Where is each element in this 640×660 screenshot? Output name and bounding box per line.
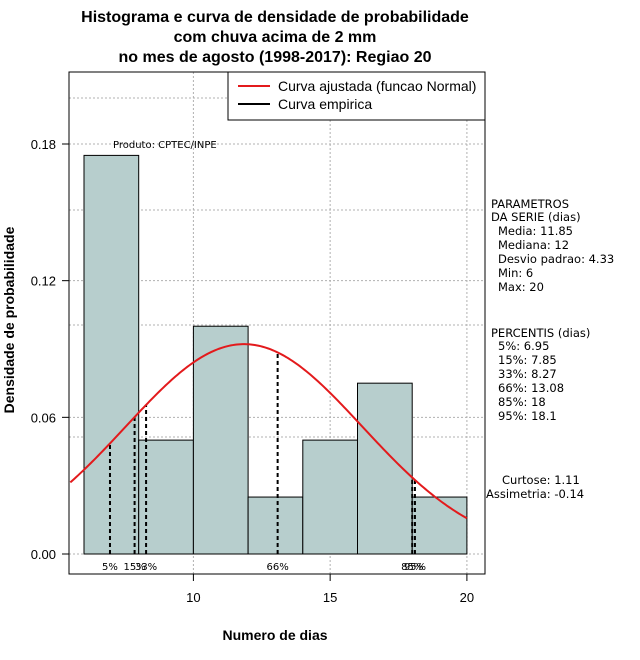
parameter-sd: Desvio padrao: 4.33 [498,252,614,266]
parameters-panel: PARAMETROS DA SERIE (dias) Media: 11.85 … [491,197,614,294]
percentile-5: 5%: 6.95 [498,339,549,353]
x-axis-title: Numero de dias [222,627,327,643]
chart-title-line-1: Histograma e curva de densidade de proba… [81,9,469,26]
percentile-tick-label: 15% [123,562,145,573]
histogram-bar [411,496,468,555]
histogram-bar [247,496,304,555]
y-tick-label: 0.12 [31,274,56,289]
y-tick-label: 0.18 [31,137,56,152]
percentile-tick-label: 85% [401,562,423,573]
percentile-66: 66%: 13.08 [498,381,564,395]
fitted-curve-layer [69,343,468,520]
percentile-tick-label: 95% [404,562,426,573]
percentile-85: 85%: 18 [498,395,546,409]
x-tick-label: 15 [323,590,337,605]
percentile-tick-label: 66% [267,562,289,573]
x-tick-label: 10 [186,590,200,605]
legend-empirical-label: Curva empirica [278,96,372,112]
parameter-median: Mediana: 12 [498,238,569,252]
percentiles-panel: PERCENTIS (dias) 5%: 6.95 15%: 7.85 33%:… [491,326,590,423]
y-tick-label: 0.00 [31,547,56,562]
parameter-mean: Media: 11.85 [498,224,573,238]
x-tick-label: 20 [460,590,474,605]
percentiles-heading: PERCENTIS (dias) [491,326,590,340]
chart-title-line-3: no mes de agosto (1998-2017): Regiao 20 [119,49,432,66]
legend: Curva ajustada (funcao Normal) Curva emp… [227,71,486,121]
parameters-heading-2: DA SERIE (dias) [491,210,581,224]
histogram-bars [83,154,468,555]
product-label: Produto: CPTEC/INPE [113,140,217,151]
percentile-15: 15%: 7.85 [498,353,557,367]
percentile-33: 33%: 8.27 [498,367,557,381]
parameters-heading-1: PARAMETROS [491,197,569,211]
histogram-bar [302,439,358,555]
legend-fitted-label: Curva ajustada (funcao Normal) [278,78,476,94]
kurtosis-value: Curtose: 1.11 [502,473,580,487]
percentile-tick-label: 5% [102,562,118,573]
fitted-normal-curve [69,343,468,520]
skewness-value: Assimetria: -0.14 [486,487,584,501]
y-axis-title: Densidade de probabilidade [1,226,17,413]
histogram-bar [138,439,194,555]
histogram-bar [192,325,249,555]
histogram-bar [83,154,140,555]
y-tick-label: 0.06 [31,410,56,425]
parameter-max: Max: 20 [498,280,544,294]
parameter-min: Min: 6 [498,266,533,280]
chart-title-line-2: com chuva acima de 2 mm [174,29,377,46]
percentile-95: 95%: 18.1 [498,409,557,423]
shape-panel: Curtose: 1.11 Assimetria: -0.14 [486,473,584,501]
percentile-tick-label: 33% [135,562,157,573]
percentile-markers: 5% 15%33% 66% 85%95% [102,352,426,573]
legend-box [227,71,486,121]
